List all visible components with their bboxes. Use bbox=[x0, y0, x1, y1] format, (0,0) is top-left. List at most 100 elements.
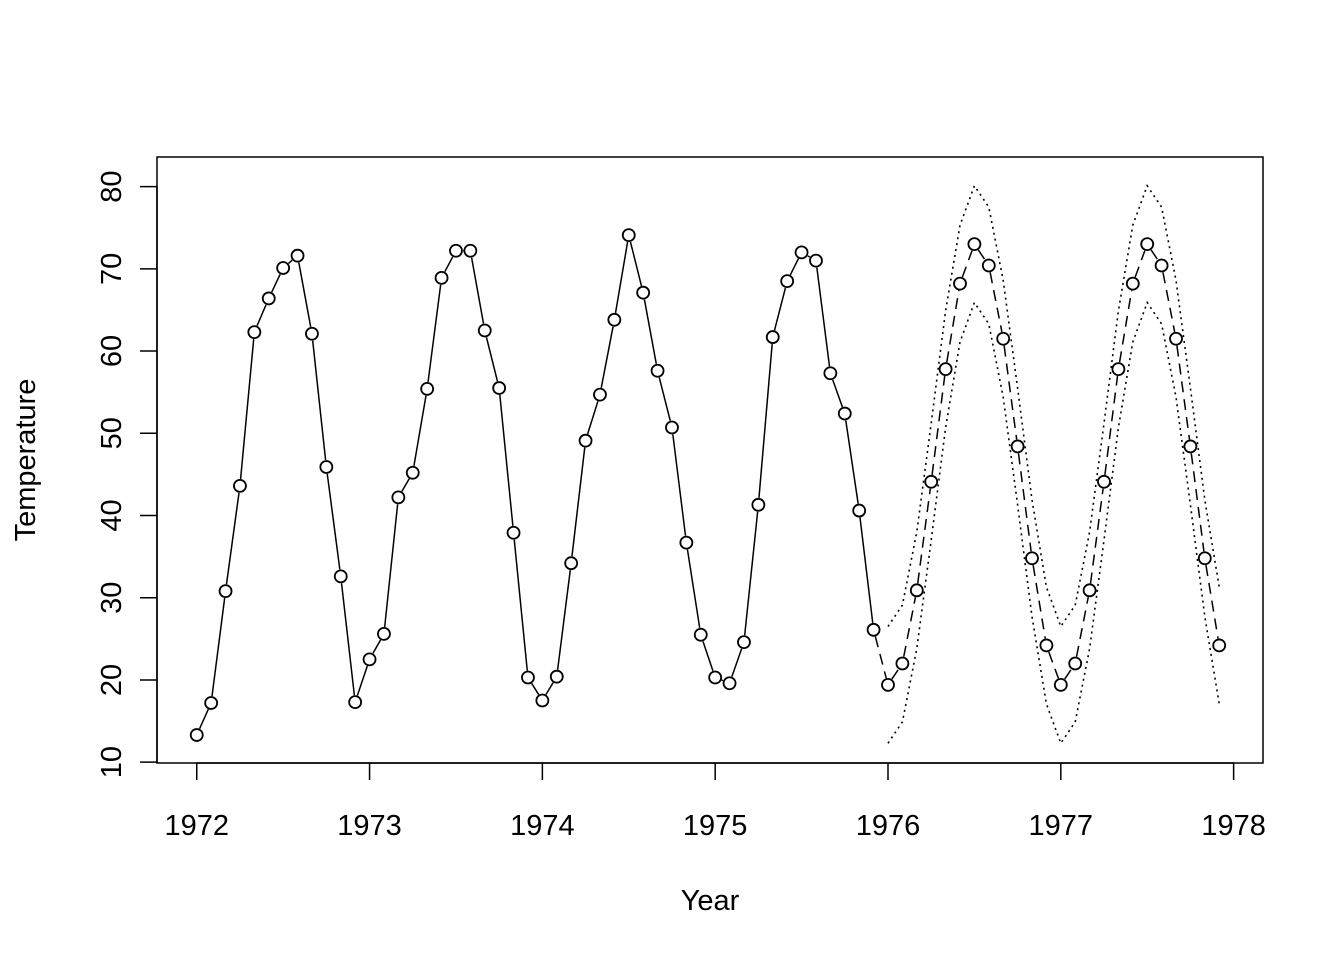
forecast-point bbox=[1111, 362, 1126, 377]
observed-line-segment bbox=[256, 304, 267, 326]
y-tick-label: 70 bbox=[96, 253, 128, 285]
observed-line-segment bbox=[845, 420, 859, 504]
observed-line-segment bbox=[586, 401, 599, 435]
observed-point bbox=[391, 490, 406, 505]
observed-line-segment bbox=[600, 326, 614, 388]
forecast-point bbox=[996, 331, 1011, 346]
observed-line-segment bbox=[758, 343, 773, 498]
observed-point bbox=[420, 381, 435, 396]
x-axis: 1972 1973 1974 1975 1976 1977 1978 bbox=[164, 762, 1266, 842]
forecast-point bbox=[967, 237, 982, 252]
observed-line-segment bbox=[702, 641, 714, 672]
observed-point bbox=[477, 323, 492, 338]
observed-point bbox=[218, 584, 233, 599]
forecast-point bbox=[909, 583, 924, 598]
observed-point bbox=[290, 248, 305, 263]
forecast-point bbox=[1025, 551, 1039, 566]
forecast-line-segment bbox=[1089, 488, 1104, 584]
observed-point bbox=[261, 291, 276, 306]
observed-point bbox=[377, 627, 391, 641]
forecast-line-segment bbox=[1205, 565, 1219, 639]
forecast-line-segment bbox=[1118, 290, 1133, 363]
observed-line-segment bbox=[239, 339, 255, 480]
observed-point bbox=[578, 433, 593, 448]
observed-point bbox=[737, 635, 751, 650]
observed-point bbox=[722, 676, 737, 691]
y-tick-label: 80 bbox=[96, 170, 128, 202]
forecast-point bbox=[1197, 551, 1212, 566]
observed-line-segment bbox=[571, 447, 586, 557]
observed-point bbox=[405, 465, 420, 480]
observed-line-segment bbox=[470, 257, 485, 324]
observed-point bbox=[189, 728, 204, 742]
observed-point bbox=[506, 525, 521, 540]
observed-point bbox=[852, 503, 867, 518]
forecast-point bbox=[1053, 677, 1068, 692]
forecast-line-segment bbox=[874, 636, 887, 679]
observed-point bbox=[492, 381, 507, 395]
observed-line-segment bbox=[643, 299, 658, 365]
forecast-line-segment bbox=[1150, 249, 1159, 261]
forecast-line-segment bbox=[1190, 453, 1205, 552]
forecast-point bbox=[924, 474, 939, 489]
forecast-point bbox=[1183, 439, 1198, 454]
forecast-line-segment bbox=[1064, 668, 1072, 680]
observed-line-segment bbox=[383, 504, 399, 628]
observed-line-segment bbox=[326, 473, 341, 570]
observed-point bbox=[305, 326, 319, 341]
forecast-point bbox=[1125, 276, 1140, 291]
forecast-line-segment bbox=[989, 272, 1003, 332]
observed-line-segment bbox=[401, 478, 410, 492]
observed-point bbox=[823, 366, 838, 381]
observed-line-segment bbox=[658, 377, 671, 421]
observed-point bbox=[809, 253, 823, 268]
forecast-point bbox=[881, 677, 895, 692]
observed-point bbox=[463, 243, 478, 258]
observed-point bbox=[247, 325, 262, 340]
y-tick-label: 50 bbox=[96, 417, 128, 449]
observed-point bbox=[233, 479, 247, 493]
observed-point bbox=[593, 387, 607, 402]
observed-point bbox=[679, 535, 694, 550]
observed-point bbox=[348, 695, 363, 710]
observed-line-segment bbox=[444, 256, 454, 273]
observed-line-segment bbox=[743, 511, 759, 636]
forecast-line-segment bbox=[977, 249, 986, 261]
observed-point bbox=[780, 274, 795, 289]
forecast-point bbox=[953, 276, 967, 291]
x-tick-label: 1978 bbox=[1201, 810, 1266, 842]
forecast-line-segment bbox=[1017, 453, 1032, 552]
forecast-line-segment bbox=[1003, 345, 1018, 440]
observed-line-segment bbox=[513, 539, 529, 671]
observed-point bbox=[751, 497, 766, 512]
forecast-point bbox=[981, 258, 996, 273]
observed-line-segment bbox=[427, 284, 442, 383]
observed-point bbox=[449, 243, 463, 258]
forecast-line-segment bbox=[916, 488, 932, 584]
observed-point bbox=[866, 622, 881, 637]
forecast-line-segment bbox=[931, 375, 946, 475]
forecast-point bbox=[938, 362, 953, 377]
forecast-line-segment bbox=[1176, 345, 1191, 440]
observed-line-segment bbox=[832, 379, 844, 408]
x-tick-label: 1976 bbox=[856, 810, 921, 842]
observed-point bbox=[693, 627, 708, 642]
observed-point bbox=[204, 696, 219, 710]
forecast-line-segment bbox=[961, 250, 973, 278]
observed-point bbox=[333, 569, 348, 584]
observed-point bbox=[549, 669, 564, 684]
observed-point bbox=[636, 285, 651, 300]
x-tick-label: 1974 bbox=[510, 810, 575, 842]
observed-point bbox=[708, 670, 723, 685]
x-tick-label: 1973 bbox=[337, 810, 402, 842]
observed-line-segment bbox=[298, 262, 312, 328]
observed-line-segment bbox=[271, 274, 281, 293]
y-tick-label: 20 bbox=[96, 664, 128, 696]
observed-line-segment bbox=[773, 287, 787, 331]
observed-point bbox=[521, 670, 535, 685]
forecast-point bbox=[1082, 583, 1097, 598]
observed-point bbox=[607, 312, 622, 327]
y-axis: 10 20 30 40 50 60 70 80 bbox=[96, 170, 158, 778]
